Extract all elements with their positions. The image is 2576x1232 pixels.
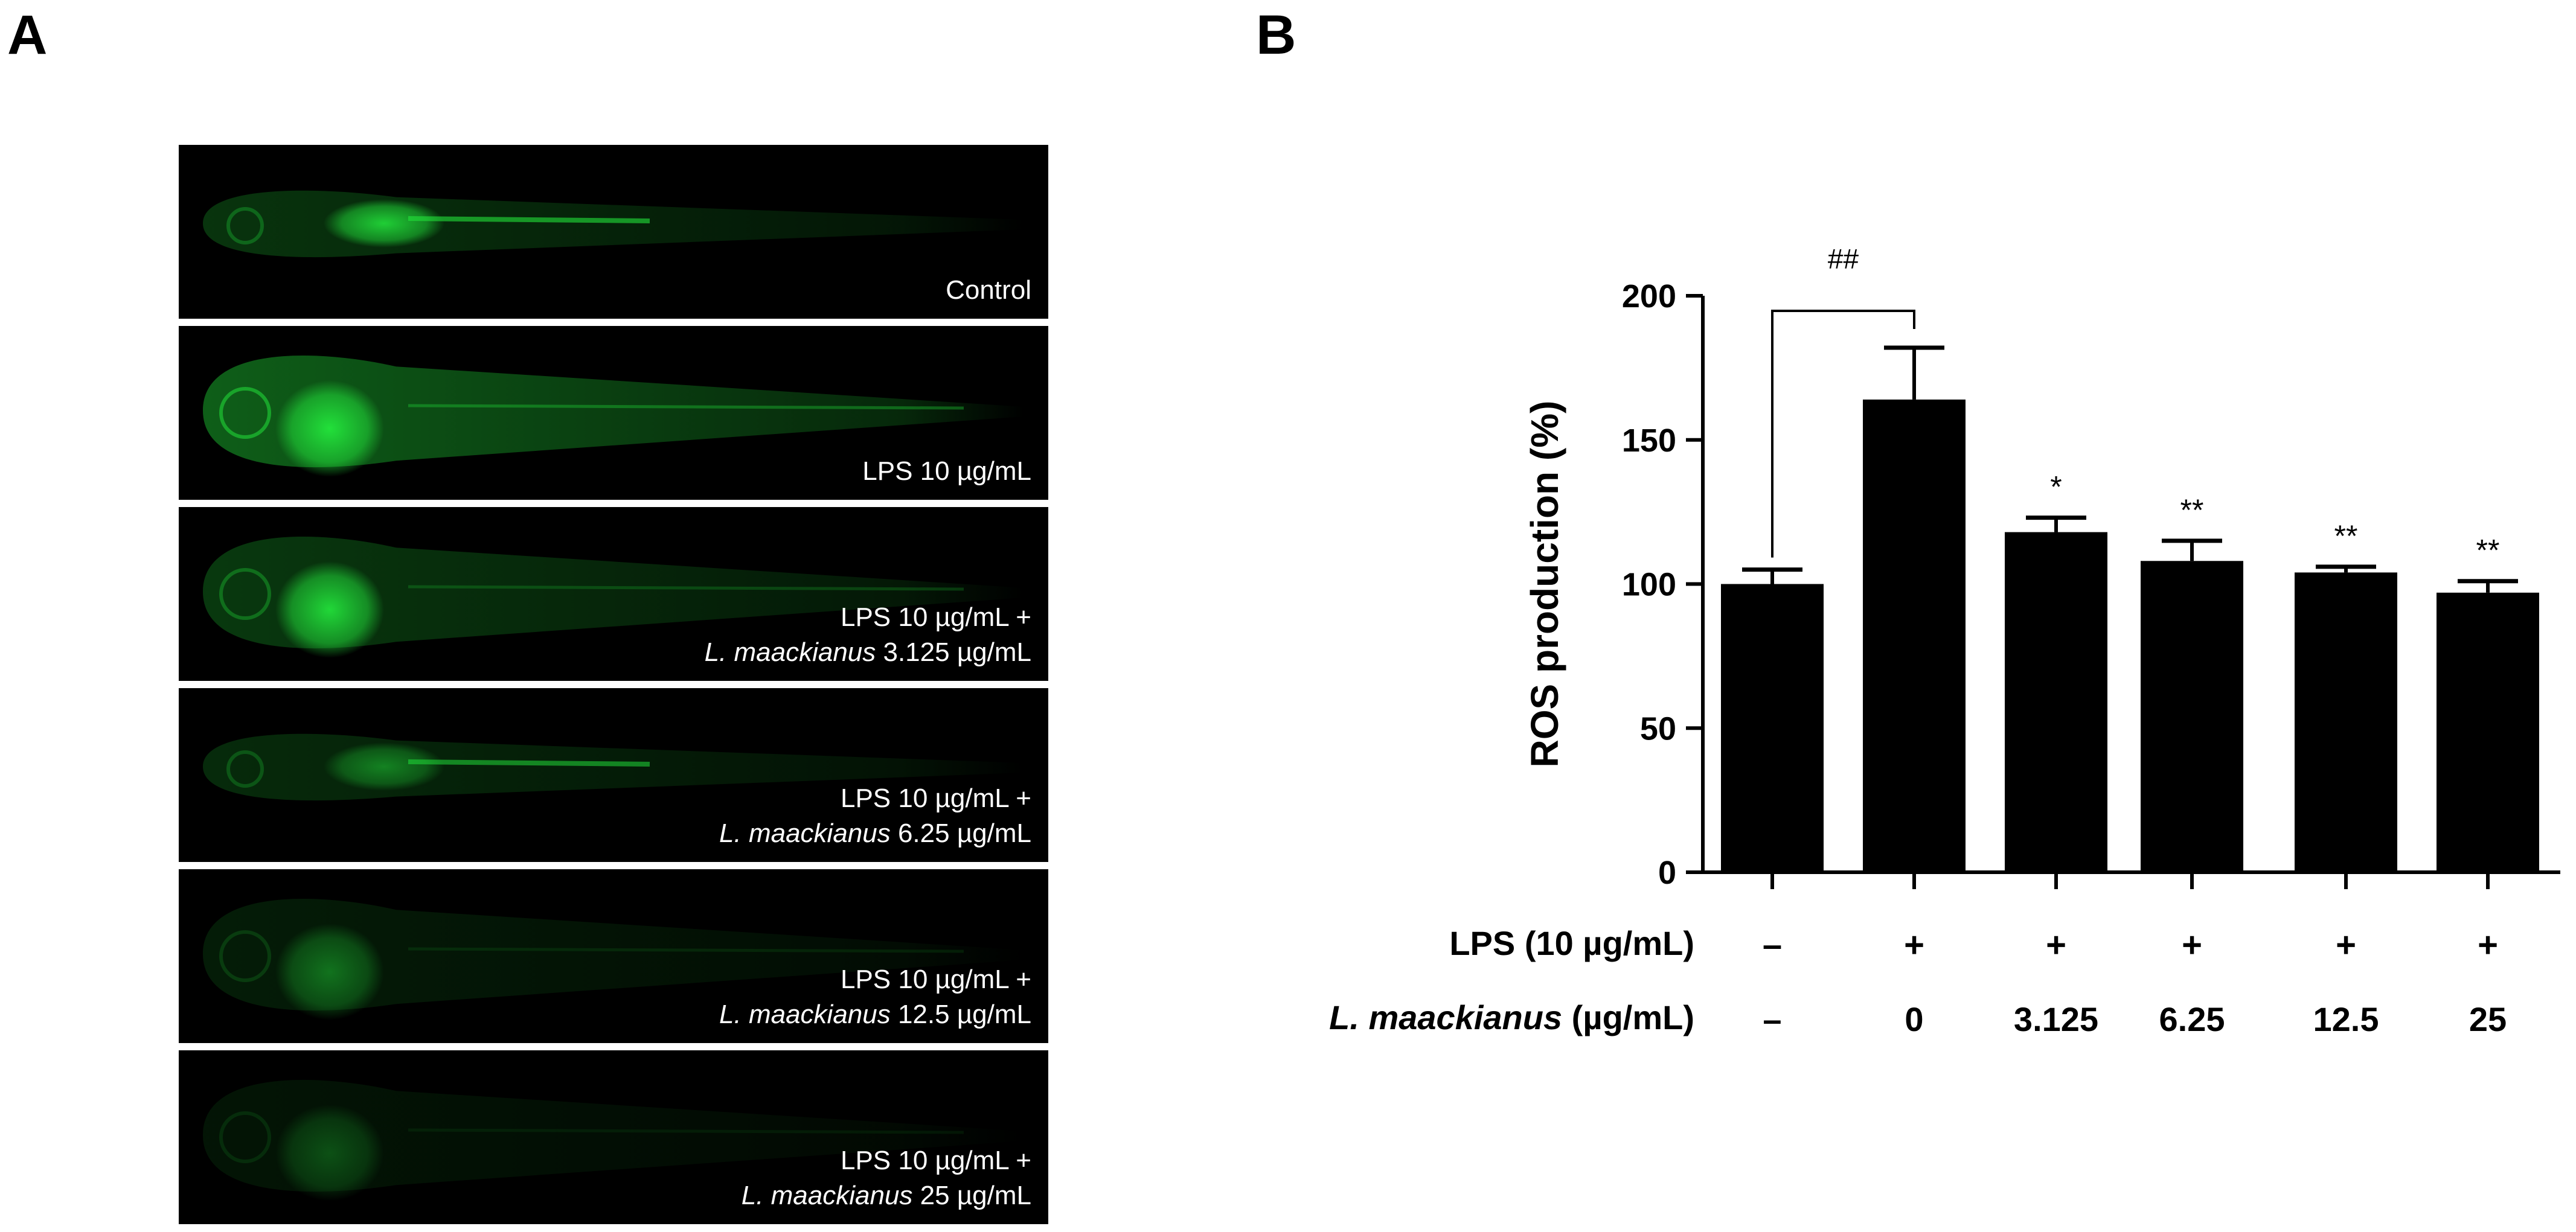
fish-silhouette [203, 356, 1024, 477]
y-tick-label: 50 [1640, 710, 1676, 747]
fish-label-species: L. maackianus [741, 1181, 913, 1210]
lps-row-value: + [1904, 925, 1924, 965]
lm-row-value: – [1763, 1000, 1781, 1038]
y-tick-label: 150 [1622, 423, 1676, 459]
lm-row-value: 12.5 [2313, 1000, 2379, 1038]
fish-image-label: LPS 10 µg/mL + L. maackianus 25 µg/mL [742, 1143, 1031, 1213]
significance-marker: * [2050, 470, 2062, 504]
lps-row-value: + [2336, 925, 2356, 965]
fish-eye [219, 568, 271, 620]
fish-yolk-glow [324, 199, 444, 247]
fish-eye [226, 750, 264, 788]
bar [2005, 532, 2107, 872]
lm-row-value: 25 [2469, 1000, 2507, 1038]
fish-spine-glow [408, 404, 964, 410]
fish-eye [219, 930, 271, 982]
fish-yolk-glow [275, 924, 384, 1020]
fish-spine-glow [408, 585, 964, 591]
fish-silhouette [203, 190, 1024, 258]
fish-image-label: Control [946, 273, 1031, 308]
fish-label-dose: 3.125 µg/mL [876, 637, 1031, 667]
lps-row-value: + [2182, 925, 2202, 965]
lm-row-value: 3.125 [2014, 1000, 2098, 1038]
y-tick-label: 100 [1622, 567, 1676, 603]
fish-label-line1: LPS 10 µg/mL [862, 456, 1031, 486]
panel-b-letter: B [1256, 4, 1296, 66]
bar [2141, 561, 2243, 872]
fish-spine-glow [408, 759, 650, 767]
lps-row-value: + [2046, 925, 2066, 965]
fish-eye [219, 1111, 271, 1163]
fish-label-line2: L. maackianus 3.125 µg/mL [705, 635, 1031, 670]
lps-row-value: – [1763, 925, 1782, 965]
fish-silhouette [203, 1080, 1024, 1201]
fish-eye [226, 207, 264, 244]
fish-yolk-glow [324, 742, 444, 791]
fish-image-label: LPS 10 µg/mL + L. maackianus 12.5 µg/mL [719, 962, 1031, 1032]
lm-row-label-unit: (µg/mL) [1562, 998, 1694, 1036]
fish-silhouette [203, 537, 1024, 658]
lps-row-label-text: LPS (10 µg/mL) [1449, 924, 1694, 962]
significance-marker: ** [2180, 493, 2204, 527]
fish-image-5: LPS 10 µg/mL + L. maackianus 12.5 µg/mL [179, 869, 1048, 1043]
y-tick-label: 200 [1622, 278, 1676, 314]
fish-label-dose: 25 µg/mL [912, 1181, 1031, 1210]
fish-label-species: L. maackianus [719, 819, 891, 848]
fish-image-4: LPS 10 µg/mL + L. maackianus 6.25 µg/mL [179, 688, 1048, 862]
lm-row-value: 0 [1905, 1000, 1923, 1038]
fish-label-line2: L. maackianus 12.5 µg/mL [719, 997, 1031, 1032]
fish-body [203, 899, 1024, 1011]
fish-yolk-glow [275, 561, 384, 658]
y-tick-label: 0 [1658, 855, 1676, 891]
fish-spine-glow [408, 1128, 964, 1134]
bar [2437, 592, 2539, 872]
fish-image-2: LPS 10 µg/mL [179, 326, 1048, 500]
fish-label-dose: 6.25 µg/mL [890, 819, 1031, 848]
fish-label-line1: Control [946, 275, 1031, 305]
lm-row-label-italic: L. maackianus [1329, 998, 1563, 1036]
lps-row-label: LPS (10 µg/mL) [1449, 924, 1694, 963]
fish-label-line1: LPS 10 µg/mL + [840, 602, 1031, 632]
fish-label-species: L. maackianus [719, 1000, 891, 1029]
fish-image-3: LPS 10 µg/mL + L. maackianus 3.125 µg/mL [179, 507, 1048, 681]
panel-a-letter: A [7, 4, 48, 66]
fish-label-line1: LPS 10 µg/mL + [840, 784, 1031, 813]
fish-label-line2: L. maackianus 6.25 µg/mL [719, 816, 1031, 851]
fish-label-line1: LPS 10 µg/mL + [840, 1146, 1031, 1175]
fish-spine-glow [408, 947, 964, 953]
fish-image-label: LPS 10 µg/mL + L. maackianus 6.25 µg/mL [719, 781, 1031, 851]
fish-silhouette [203, 733, 1024, 801]
significance-marker: ** [2334, 519, 2358, 553]
bar [1863, 399, 1966, 872]
fish-image-label: LPS 10 µg/mL [862, 454, 1031, 489]
significance-bracket [1771, 310, 1915, 558]
fish-label-line2: L. maackianus 25 µg/mL [742, 1178, 1031, 1213]
fluorescence-image-panel: Control LPS 10 µg/mL LPS 10 µg/mL + L. maac… [179, 145, 1048, 1225]
fish-body [203, 356, 1024, 468]
significance-marker: ** [2476, 534, 2500, 567]
fish-spine-glow [408, 216, 650, 223]
fish-label-line1: LPS 10 µg/mL + [840, 965, 1031, 994]
lm-row-label: L. maackianus (µg/mL) [1329, 998, 1694, 1037]
bracket-label: ## [1828, 243, 1859, 275]
fish-image-1: Control [179, 145, 1048, 319]
fish-yolk-glow [275, 380, 384, 477]
y-axis-label: ROS production (%) [1523, 401, 1566, 768]
fish-image-6: LPS 10 µg/mL + L. maackianus 25 µg/mL [179, 1050, 1048, 1224]
fish-image-label: LPS 10 µg/mL + L. maackianus 3.125 µg/mL [705, 600, 1031, 670]
fish-yolk-glow [275, 1105, 384, 1201]
fish-body [203, 537, 1024, 649]
fish-label-dose: 12.5 µg/mL [890, 1000, 1031, 1029]
fish-eye [219, 387, 271, 439]
lm-row-value: 6.25 [2159, 1000, 2225, 1038]
fish-silhouette [203, 899, 1024, 1020]
lps-row-value: + [2478, 925, 2498, 965]
fish-label-species: L. maackianus [704, 637, 876, 667]
bar [1721, 584, 1824, 872]
bar [2295, 572, 2397, 872]
fish-body [203, 1080, 1024, 1192]
